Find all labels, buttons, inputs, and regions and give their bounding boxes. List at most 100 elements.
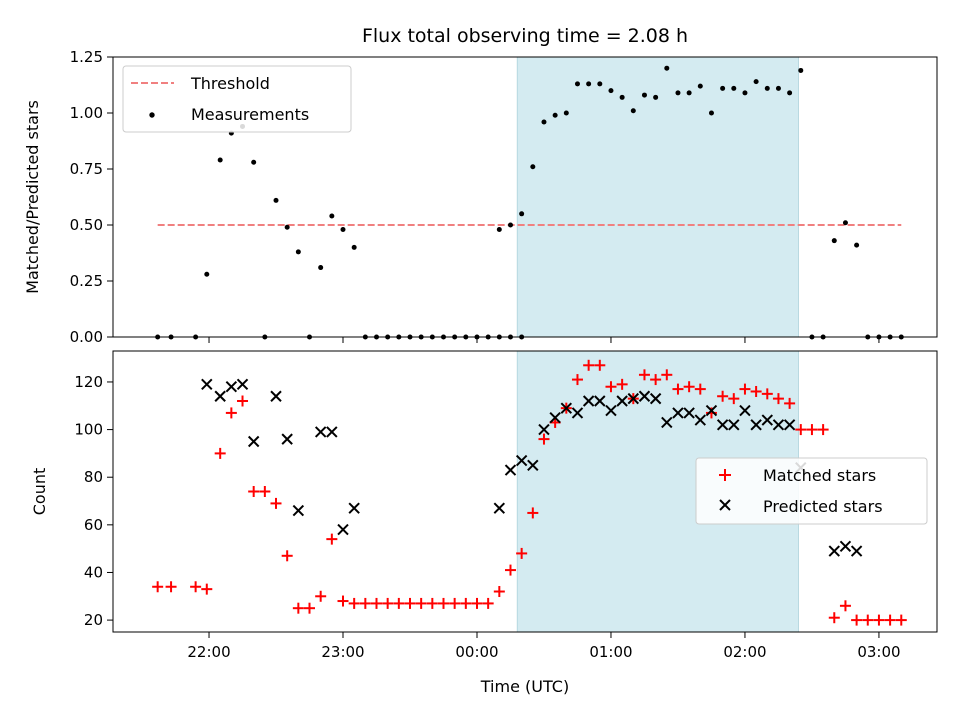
matched-star-point <box>190 581 202 593</box>
y-tick-label: 1.25 <box>70 48 103 66</box>
predicted-star-point <box>504 464 517 476</box>
measurement-point <box>329 213 335 219</box>
measurement-point <box>686 90 692 96</box>
matched-star-point <box>371 597 383 609</box>
matched-star-point <box>761 388 773 400</box>
y-tick-label: 60 <box>84 516 103 534</box>
predicted-star-point <box>236 378 249 391</box>
measurement-point <box>295 249 301 255</box>
matched-star-point <box>817 424 829 436</box>
predicted-star-point <box>772 419 785 431</box>
predicted-star-point <box>739 404 751 417</box>
predicted-star-point <box>571 407 584 419</box>
matched-star-point <box>437 597 449 609</box>
bottom-axes-frame <box>112 350 938 633</box>
predicted-star-point <box>225 381 238 393</box>
predicted-star-point <box>627 392 640 405</box>
top-axes-frame <box>112 56 938 338</box>
matched-star-point <box>449 597 461 609</box>
matched-star-point <box>270 497 282 509</box>
measurement-point <box>854 242 860 248</box>
chart-title: Flux total observing time = 2.08 h <box>362 25 688 47</box>
matched-star-point <box>201 583 213 595</box>
matched-star-point <box>739 383 751 395</box>
x-tick-label: 23:00 <box>321 643 364 661</box>
y-tick-label: 100 <box>74 421 103 439</box>
top-panel: 0.00 0.25 0.50 0.75 1.00 1.25 Matched/Predict… <box>23 48 938 346</box>
predicted-star-point <box>649 392 662 405</box>
matched-star-point <box>661 369 673 381</box>
predicted-star-point <box>281 433 293 445</box>
matched-star-point <box>404 597 416 609</box>
bottom-legend-box <box>695 457 928 525</box>
measurement-point <box>742 90 748 96</box>
matched-star-point <box>152 581 164 593</box>
predicted-star-point <box>201 378 213 391</box>
matched-star-point <box>225 407 237 419</box>
matched-star-point <box>326 533 338 545</box>
predicted-star-point <box>549 411 561 424</box>
predicted-star-point <box>582 395 595 407</box>
matched-star-point <box>348 597 360 609</box>
x-tick-label: 01:00 <box>589 643 632 661</box>
matched-star-point <box>359 597 371 609</box>
predicted-star-point <box>850 545 863 557</box>
y-tick-label: 120 <box>74 373 103 391</box>
matched-star-point <box>605 381 617 393</box>
measurement-point <box>204 271 210 277</box>
predicted-star-point <box>728 419 740 431</box>
measurement-point <box>519 211 525 217</box>
y-tick-label: 20 <box>84 611 103 629</box>
measurement-point <box>798 67 804 73</box>
measurement-point <box>284 224 290 230</box>
predicted-star-point <box>783 419 796 431</box>
legend-matched-label: Matched stars <box>763 466 876 485</box>
measurement-point <box>597 81 603 87</box>
top-highlight-span <box>516 56 799 338</box>
matched-star-point <box>460 597 472 609</box>
measurement-point <box>251 159 257 165</box>
legend-threshold-label: Threshold <box>190 74 270 93</box>
measurement-point <box>619 94 625 100</box>
matched-star-point <box>237 395 249 407</box>
matched-star-point <box>873 614 885 626</box>
measurement-point <box>675 90 681 96</box>
matched-star-point <box>772 393 784 405</box>
matched-star-point <box>337 595 349 607</box>
predicted-star-point <box>594 395 606 407</box>
predicted-star-point <box>750 419 762 431</box>
matched-star-point <box>315 590 327 602</box>
matched-star-point <box>382 597 394 609</box>
predicted-star-point <box>326 426 338 438</box>
predicted-star-point <box>839 540 852 552</box>
matched-star-point <box>214 447 226 459</box>
measurement-point <box>507 222 513 228</box>
measurement-point <box>764 85 770 91</box>
predicted-star-point <box>761 414 773 426</box>
predicted-star-point <box>292 504 305 517</box>
matched-star-point <box>616 378 628 390</box>
x-tick-label: 00:00 <box>455 643 498 661</box>
matched-star-point <box>281 550 293 562</box>
y-tick-label: 0.00 <box>70 328 103 346</box>
matched-star-point <box>650 374 662 386</box>
predicted-star-point <box>527 459 539 472</box>
bottom-panel: 20 40 60 80 100 120 22:00 23:00 00:00 01:00 02:00 0… <box>30 350 938 696</box>
matched-star-point <box>717 390 729 402</box>
matched-star-point <box>493 586 505 598</box>
y-tick-label: 0.25 <box>70 272 103 290</box>
matched-star-point <box>806 424 818 436</box>
predicted-star-point <box>337 523 349 536</box>
matched-star-point <box>884 614 896 626</box>
measurement-point <box>563 110 569 116</box>
y-tick-label: 40 <box>84 563 103 581</box>
matched-star-point <box>482 597 494 609</box>
matched-star-point <box>594 359 606 371</box>
predicted-star-point <box>638 390 651 402</box>
measurement-point <box>731 85 737 91</box>
matched-star-point <box>828 612 840 624</box>
matched-star-point <box>851 614 863 626</box>
matched-star-point <box>784 397 796 409</box>
measurement-point <box>641 92 647 98</box>
